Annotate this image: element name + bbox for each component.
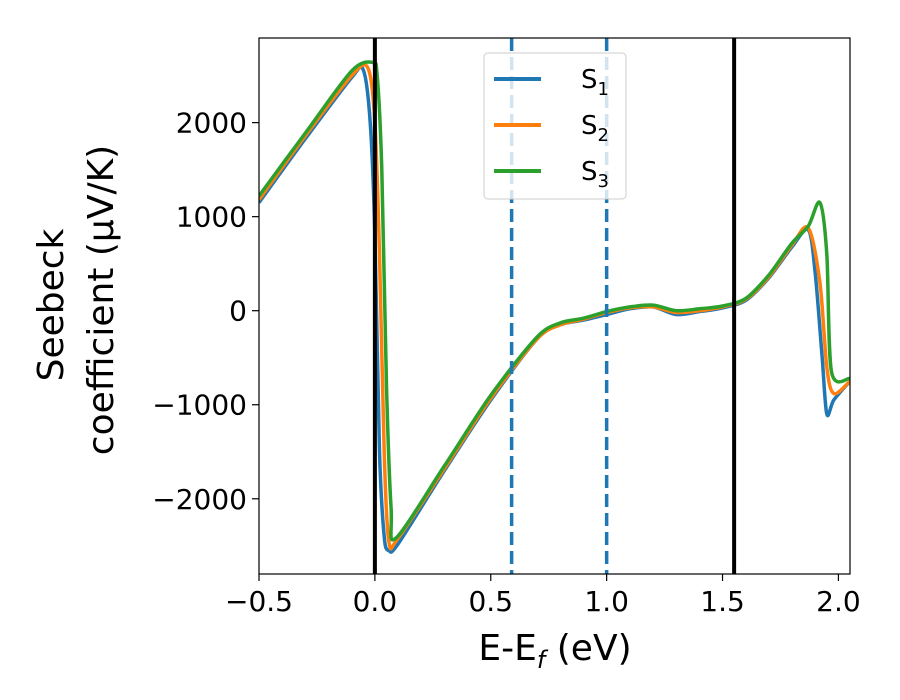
- legend-box: [483, 52, 627, 200]
- y-tick-label: −1000: [152, 389, 247, 422]
- series-line-s3: [259, 60, 850, 542]
- x-tick-label: 0.0: [353, 585, 398, 618]
- legend-label-s1: S1: [581, 65, 609, 100]
- y-axis-label-line2: coefficient (μV/K): [81, 145, 122, 455]
- legend-label-s2: S2: [581, 111, 609, 146]
- x-axis-label-suffix: (eV): [545, 628, 631, 669]
- legend-label-subscript: 2: [598, 125, 609, 146]
- x-axis-label: E-Ef (eV): [478, 628, 631, 674]
- plot-frame: [258, 37, 851, 575]
- plot-clipped: [259, 38, 850, 574]
- y-tick-label: −2000: [152, 483, 247, 516]
- x-tick-label: 2.0: [816, 585, 861, 618]
- legend-label-subscript: 3: [598, 171, 609, 192]
- y-axis-label-line1: Seebeck: [31, 228, 72, 381]
- x-tick-label: 1.0: [584, 585, 629, 618]
- x-tick-label: 0.5: [468, 585, 513, 618]
- y-tick-label: 1000: [176, 201, 247, 234]
- x-axis-label-base: E-E: [478, 628, 536, 669]
- y-tick-label: 2000: [176, 107, 247, 140]
- legend-label-base: S: [581, 157, 598, 187]
- legend-label-base: S: [581, 65, 598, 95]
- legend-label-base: S: [581, 111, 598, 141]
- x-tick-label: −0.5: [225, 585, 293, 618]
- axes: −0.5 0.0 0.5 1.0 1.5 2.0 −2000 −1000 0 1000 2000: [152, 37, 861, 618]
- plot-area: [259, 38, 850, 574]
- legend-label-subscript: 1: [598, 79, 609, 100]
- y-tick-label: 0: [229, 295, 247, 328]
- legend-label-s3: S3: [581, 157, 609, 192]
- x-tick-label: 1.5: [700, 585, 745, 618]
